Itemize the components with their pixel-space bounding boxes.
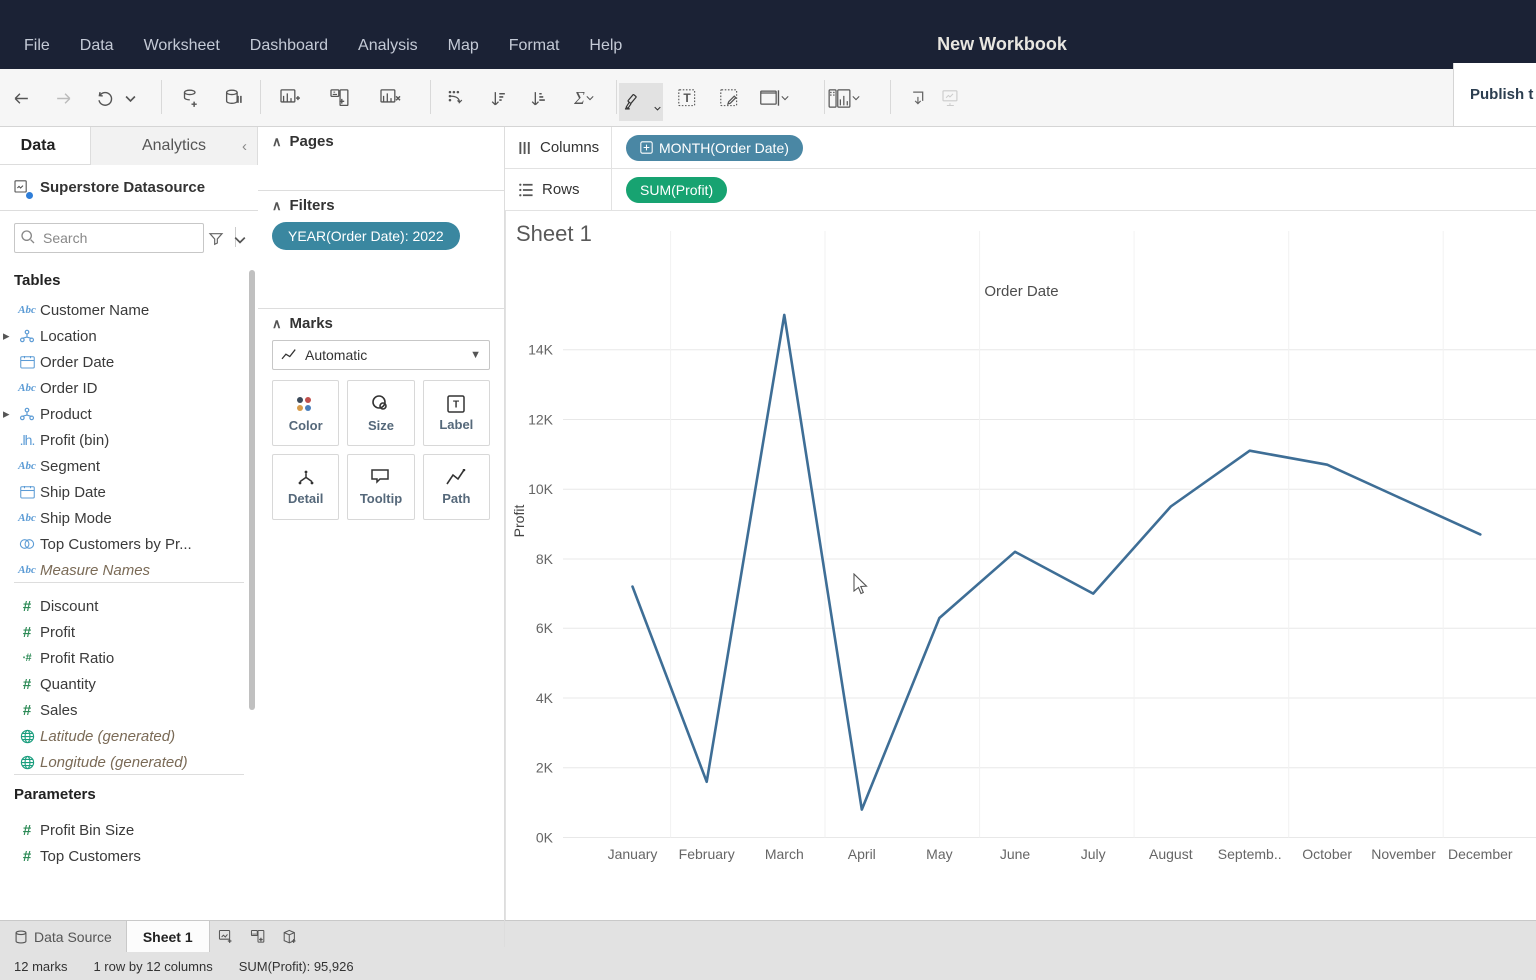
svg-text:January: January: [608, 846, 658, 862]
svg-text:8K: 8K: [536, 551, 554, 567]
svg-text:Profit: Profit: [511, 505, 527, 538]
svg-text:12K: 12K: [528, 411, 554, 427]
svg-text:4K: 4K: [536, 690, 554, 706]
svg-text:November: November: [1371, 846, 1436, 862]
svg-text:10K: 10K: [528, 481, 554, 497]
svg-text:6K: 6K: [536, 620, 554, 636]
svg-text:June: June: [1000, 846, 1031, 862]
svg-text:February: February: [679, 846, 735, 862]
svg-text:July: July: [1081, 846, 1106, 862]
svg-text:December: December: [1448, 846, 1513, 862]
svg-text:March: March: [765, 846, 804, 862]
svg-text:May: May: [926, 846, 952, 862]
svg-text:April: April: [848, 846, 876, 862]
svg-text:0K: 0K: [536, 829, 554, 845]
svg-text:Septemb..: Septemb..: [1218, 846, 1282, 862]
svg-text:October: October: [1302, 846, 1352, 862]
svg-text:T: T: [453, 399, 459, 410]
svg-text:2K: 2K: [536, 760, 554, 776]
svg-text:August: August: [1149, 846, 1193, 862]
svg-text:14K: 14K: [528, 342, 554, 358]
